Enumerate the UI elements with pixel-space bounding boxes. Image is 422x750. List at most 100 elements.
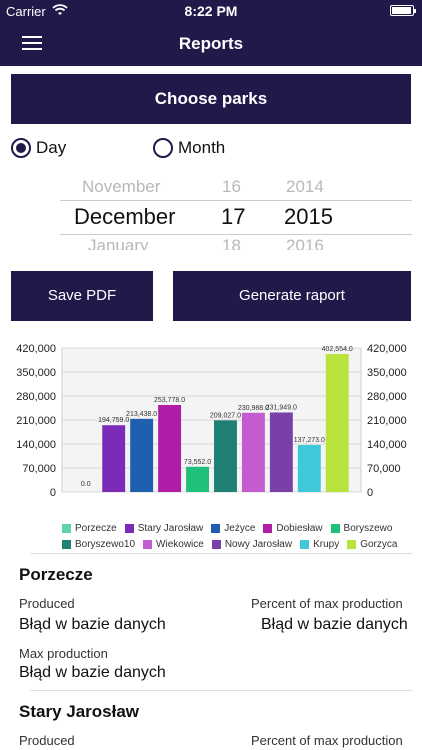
legend-swatch xyxy=(62,523,71,533)
date-picker[interactable]: November 16 2014 December 17 2015 Januar… xyxy=(0,176,422,250)
produced-label: Produced xyxy=(19,733,75,748)
y-tick-label-left: 140,000 xyxy=(16,439,56,451)
y-tick-label-right: 0 xyxy=(367,487,373,499)
radio-month[interactable]: Month xyxy=(153,138,225,158)
legend-swatch xyxy=(143,539,153,549)
bar-value-label: 0.0 xyxy=(81,481,91,488)
produced-label: Produced xyxy=(19,596,75,611)
legend-label: Boryszewo xyxy=(343,522,393,534)
picker-day-next: 18 xyxy=(222,236,241,250)
bar xyxy=(102,425,126,492)
divider xyxy=(30,553,412,554)
legend-item: Nowy Jarosław xyxy=(211,538,293,550)
picker-year-selected[interactable]: 2015 xyxy=(284,204,333,229)
y-tick-label-right: 420,000 xyxy=(367,343,407,355)
legend-label: Jeżyce xyxy=(224,522,256,534)
legend-item: Boryszewo xyxy=(330,522,393,534)
battery-icon xyxy=(390,5,416,16)
bar-value-label: 253,778.0 xyxy=(154,397,185,404)
legend-item: Porzecze xyxy=(62,523,117,534)
bar xyxy=(186,466,209,492)
legend-item: Stary Jarosław xyxy=(124,522,204,534)
radio-unchecked-icon xyxy=(153,138,173,158)
save-pdf-button[interactable]: Save PDF xyxy=(11,271,153,321)
legend-item: Jeżyce xyxy=(211,523,255,534)
bar-value-label: 231,949.0 xyxy=(266,404,297,411)
bar-value-label: 402,554.0 xyxy=(322,346,353,353)
produced-value: Błąd w bazie danych xyxy=(19,616,166,633)
bar-value-label: 137,273.0 xyxy=(294,437,325,444)
legend-swatch xyxy=(347,539,357,549)
radio-checked-icon xyxy=(11,138,31,158)
page-title: Reports xyxy=(178,34,244,53)
y-tick-label-right: 70,000 xyxy=(367,463,401,475)
bar xyxy=(130,418,154,492)
max-production-value: Błąd w bazie danych xyxy=(19,664,166,681)
legend-swatch xyxy=(62,539,71,549)
choose-parks-button[interactable]: Choose parks xyxy=(11,74,411,124)
status-bar: Carrier 8:22 PM xyxy=(0,0,422,22)
bar-value-label: 230,988.0 xyxy=(238,405,269,412)
clock: 8:22 PM xyxy=(184,3,238,19)
legend-label: Stary Jarosław xyxy=(137,522,204,534)
legend-swatch xyxy=(124,523,134,533)
picker-month-prev: November xyxy=(82,177,161,196)
bar xyxy=(297,444,321,492)
max-production-label: Max production xyxy=(19,646,108,661)
bar xyxy=(158,404,182,492)
percent-label: Percent of max production xyxy=(251,596,403,611)
generate-report-button[interactable]: Generate raport xyxy=(173,271,411,321)
y-tick-label-left: 0 xyxy=(50,487,56,499)
radio-day-label: Day xyxy=(36,138,67,157)
legend-swatch xyxy=(300,539,310,549)
legend-label: Nowy Jarosław xyxy=(224,538,293,550)
legend-label: Porzecze xyxy=(75,522,117,534)
legend-label: Dobiesław xyxy=(276,522,323,534)
legend-item: Krupy xyxy=(300,539,339,550)
chart-svg: 420,000 420,000 350,000 350,000 280,000 280,0… xyxy=(16,343,407,499)
y-tick-label-left: 210,000 xyxy=(16,415,56,427)
hamburger-menu-icon[interactable] xyxy=(22,36,42,51)
production-bar-chart: 420,000 420,000 350,000 350,000 280,000 280,0… xyxy=(0,336,422,552)
radio-day[interactable]: Day xyxy=(11,138,66,158)
chart-legend: Porzecze Stary Jarosław Jeżyce Dobiesław Bor… xyxy=(62,520,422,552)
nav-bar: Reports xyxy=(0,22,422,66)
picker-selection-top-line xyxy=(60,200,412,201)
y-tick-label-right: 210,000 xyxy=(367,415,407,427)
percent-label: Percent of max production xyxy=(251,733,403,748)
y-tick-label-left: 420,000 xyxy=(16,343,56,355)
carrier-label: Carrier xyxy=(6,4,46,19)
picker-month-selected[interactable]: December xyxy=(74,204,176,229)
bar-value-label: 73,552.0 xyxy=(184,459,211,466)
legend-label: Gorzyca xyxy=(360,538,398,550)
legend-swatch xyxy=(330,523,340,533)
legend-item: Gorzyca xyxy=(347,539,397,550)
picker-day-prev: 16 xyxy=(222,177,241,196)
legend-row: Boryszewo10 Wiekowice Nowy Jarosław Krupy Go… xyxy=(62,536,422,552)
bar xyxy=(214,420,237,492)
y-tick-label-right: 140,000 xyxy=(367,439,407,451)
picker-selection-bottom-line xyxy=(60,234,412,235)
y-tick-label-right: 280,000 xyxy=(367,391,407,403)
y-tick-label-right: 350,000 xyxy=(367,367,407,379)
bar-value-label: 213,438.0 xyxy=(126,411,157,418)
y-tick-label-left: 350,000 xyxy=(16,367,56,379)
bar-value-label: 194,759.0 xyxy=(98,417,129,424)
bar xyxy=(241,412,265,492)
bar-value-label: 209,027.0 xyxy=(210,412,241,419)
park-name: Stary Jarosław xyxy=(19,702,140,721)
legend-label: Wiekowice xyxy=(156,538,204,550)
picker-year-prev: 2014 xyxy=(286,177,324,196)
wifi-icon xyxy=(52,3,68,20)
y-tick-label-left: 70,000 xyxy=(22,463,56,475)
bar xyxy=(269,412,293,492)
legend-swatch xyxy=(263,523,273,533)
legend-label: Krupy xyxy=(313,538,340,550)
legend-swatch xyxy=(211,539,221,549)
park-name: Porzecze xyxy=(19,565,93,584)
legend-item: Boryszewo10 xyxy=(62,539,135,550)
legend-label: Boryszewo10 xyxy=(75,538,136,550)
picker-day-selected[interactable]: 17 xyxy=(221,204,246,229)
legend-item: Wiekowice xyxy=(143,539,204,550)
radio-month-label: Month xyxy=(178,138,226,157)
